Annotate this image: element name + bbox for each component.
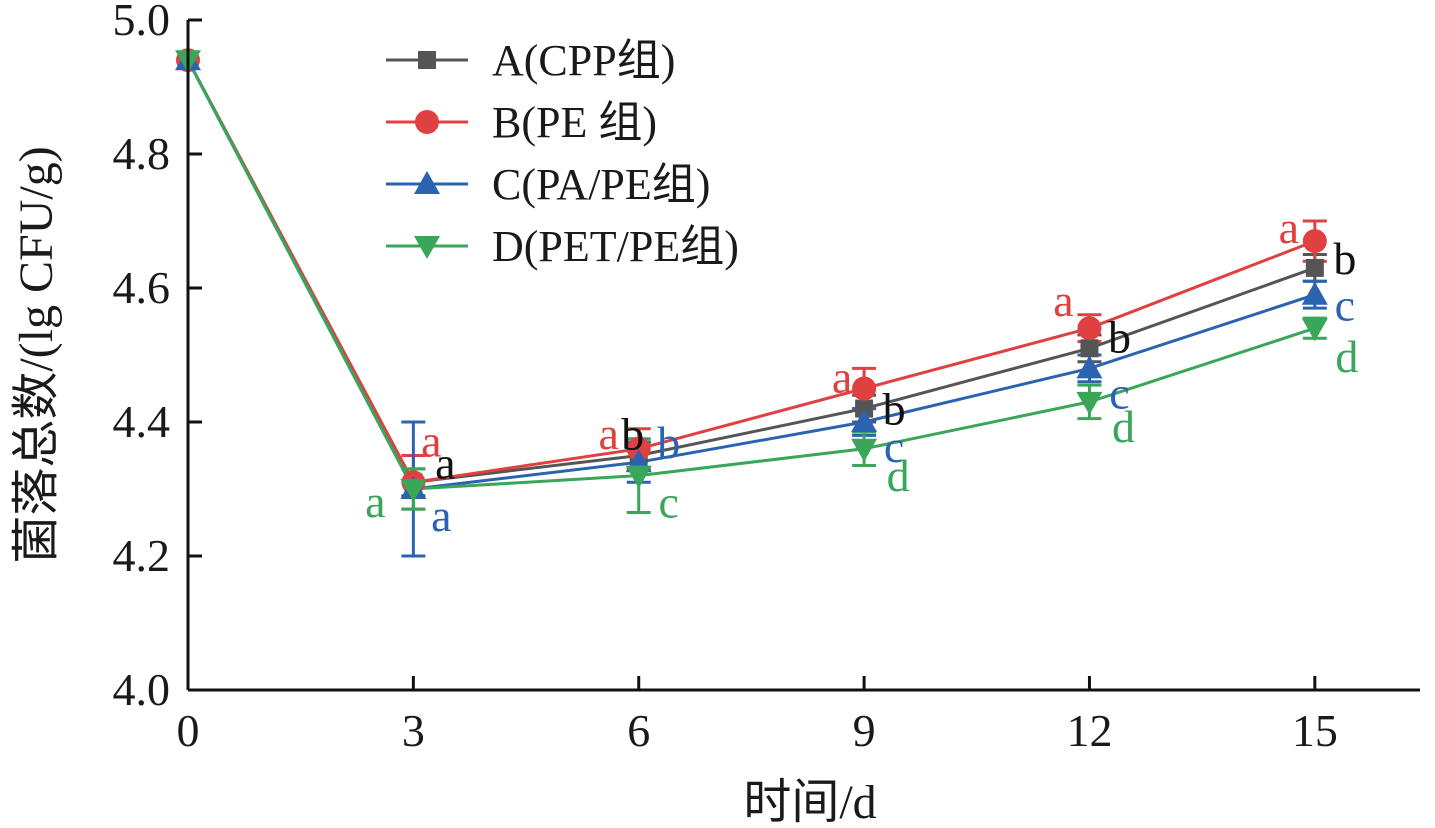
data-point [851, 438, 878, 462]
data-point [1301, 281, 1328, 305]
legend-marker [418, 51, 436, 69]
legend-label: D(PET/PE组) [492, 222, 739, 271]
x-tick-label: 9 [853, 705, 876, 756]
significance-label: c [884, 421, 904, 472]
series-d [186, 59, 1327, 514]
data-point [851, 409, 878, 432]
y-tick-label: 4.4 [113, 396, 171, 447]
data-point [1076, 355, 1103, 379]
y-tick-label: 4.0 [113, 664, 171, 715]
y-tick-label: 4.6 [113, 262, 171, 313]
significance-label: c [1335, 280, 1355, 331]
legend-label: C(PA/PE组) [492, 160, 710, 209]
significance-label: a [599, 408, 619, 459]
legend-item: A(CPP组) [386, 36, 675, 85]
legend-marker [414, 171, 440, 194]
legend-item: B(PE 组) [386, 98, 657, 147]
significance-label: a [435, 437, 455, 488]
x-tick-label: 3 [402, 705, 425, 756]
significance-label: c [1109, 367, 1129, 418]
y-tick-label: 5.0 [113, 0, 171, 45]
significance-label: b [1108, 311, 1131, 362]
x-tick-label: 0 [177, 705, 200, 756]
data-point [1305, 258, 1324, 277]
significance-label: b [657, 417, 680, 468]
x-tick-label: 15 [1292, 705, 1338, 756]
y-tick-label: 4.8 [113, 128, 171, 179]
data-point [625, 465, 652, 489]
series-c [186, 59, 1327, 558]
significance-label: d [887, 450, 910, 501]
legend-marker [415, 110, 439, 134]
significance-label: d [1112, 401, 1135, 452]
significance-label: b [1333, 233, 1356, 284]
legend-label: A(CPP组) [492, 36, 675, 85]
data-point [1076, 391, 1103, 415]
significance-label: a [421, 415, 441, 466]
legend-label: B(PE 组) [492, 98, 657, 147]
data-point [855, 399, 874, 418]
legend-item: C(PA/PE组) [386, 160, 710, 209]
data-point [1080, 339, 1099, 358]
x-tick-label: 6 [627, 705, 650, 756]
legend-item: D(PET/PE组) [386, 222, 739, 271]
significance-label: a [365, 476, 385, 527]
significance-label: d [1335, 331, 1358, 382]
significance-label: a [1053, 275, 1073, 326]
significance-label: b [621, 409, 644, 460]
significance-label: a [431, 490, 451, 541]
data-point [1302, 229, 1327, 254]
data-point [626, 436, 651, 461]
x-axis-title: 时间/d [743, 776, 876, 828]
legend: A(CPP组) B(PE 组) C(PA/PE组) D(PET/PE组) [386, 36, 739, 271]
series-a [186, 59, 1327, 498]
data-point [852, 376, 877, 401]
data-point [1077, 316, 1102, 341]
significance-label: c [659, 477, 679, 528]
series-line [186, 59, 1316, 491]
y-axis-title: 菌落总数/(lg CFU/g) [10, 146, 63, 563]
legend-marker [414, 236, 440, 259]
data-point [400, 479, 427, 502]
significance-label: b [883, 384, 906, 435]
series-line [186, 59, 1316, 484]
y-tick-label: 4.2 [113, 530, 171, 581]
significance-label: a [1279, 202, 1299, 253]
x-tick-label: 12 [1066, 705, 1112, 756]
series-line [186, 59, 1316, 491]
axes: 4.0 4.2 4.4 4.6 4.8 5.0 0 3 6 9 12 15 [113, 0, 1420, 756]
data-point [1301, 318, 1328, 342]
significance-label: a [832, 352, 852, 403]
